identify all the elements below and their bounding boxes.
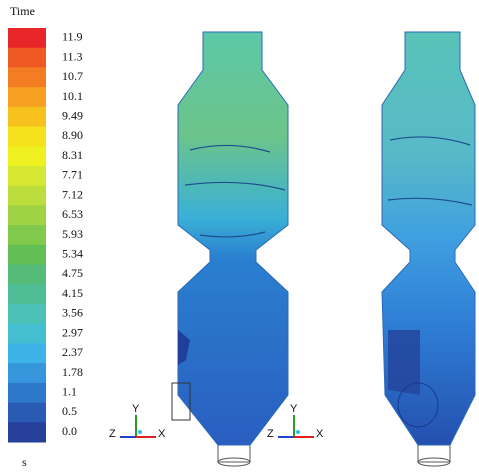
colorbar-label: 1.78	[62, 365, 83, 379]
colorbar-swatch	[8, 245, 46, 265]
colorbar-swatch	[8, 422, 46, 442]
colorbar-swatch	[8, 265, 46, 285]
colorbar-label: 5.93	[62, 227, 83, 241]
axis-origin	[296, 430, 300, 434]
figure: Time s 11.9 11.3 10.7 10.1 9.49 8.90 8.31 7.71 7…	[0, 0, 479, 471]
page: {"legend": {"title": "Time", "unit": "s"…	[0, 0, 479, 471]
colorbar-label: 0.0	[62, 424, 77, 438]
colorbar-label: 10.7	[62, 69, 83, 83]
legend-unit: s	[22, 455, 27, 469]
colorbar-swatch	[8, 343, 46, 363]
colorbar-swatch	[8, 107, 46, 127]
colorbar: 11.9 11.3 10.7 10.1 9.49 8.90 8.31 7.71 7.12 6.53…	[8, 28, 83, 443]
colorbar-swatch	[8, 304, 46, 324]
colorbar-label: 11.9	[62, 30, 83, 44]
axis-origin	[138, 430, 142, 434]
legend-title: Time	[10, 4, 35, 18]
colorbar-swatch	[8, 403, 46, 423]
colorbar-label: 5.34	[62, 246, 83, 260]
axis-x-label: X	[316, 428, 324, 440]
colorbar-swatch	[8, 87, 46, 107]
axis-y-label: Y	[290, 403, 298, 415]
colorbar-label: 6.53	[62, 207, 83, 221]
colorbar-label: 9.49	[62, 108, 83, 122]
colorbar-swatch	[8, 324, 46, 344]
colorbar-swatch	[8, 166, 46, 186]
colorbar-label: 8.90	[62, 128, 83, 142]
colorbar-label: 4.15	[62, 286, 83, 300]
colorbar-label: 2.37	[62, 345, 83, 359]
colorbar-swatch	[8, 186, 46, 206]
colorbar-label: 3.56	[62, 306, 83, 320]
colorbar-swatch	[8, 205, 46, 225]
colorbar-label: 7.71	[62, 168, 83, 182]
axis-z-label: Z	[267, 428, 274, 440]
colorbar-swatch	[8, 225, 46, 245]
reactor-right	[382, 32, 475, 466]
colorbar-label: 11.3	[62, 49, 83, 63]
colorbar-swatch	[8, 383, 46, 403]
colorbar-label: 2.97	[62, 325, 83, 339]
colorbar-label: 4.75	[62, 266, 83, 280]
colorbar-label: 10.1	[62, 89, 83, 103]
reactor-left	[172, 32, 288, 466]
colorbar-label: 0.5	[62, 404, 77, 418]
colorbar-swatch	[8, 67, 46, 87]
colorbar-label: 1.1	[62, 384, 77, 398]
colorbar-swatch	[8, 363, 46, 383]
colorbar-swatch	[8, 48, 46, 68]
colorbar-label: 8.31	[62, 148, 83, 162]
colorbar-swatch	[8, 146, 46, 166]
axis-z-label: Z	[109, 428, 116, 440]
colorbar-label: 7.12	[62, 187, 83, 201]
axis-x-label: X	[158, 428, 166, 440]
colorbar-swatch	[8, 284, 46, 304]
axis-y-label: Y	[132, 403, 140, 415]
colorbar-swatch	[8, 28, 46, 48]
colorbar-swatch	[8, 127, 46, 147]
